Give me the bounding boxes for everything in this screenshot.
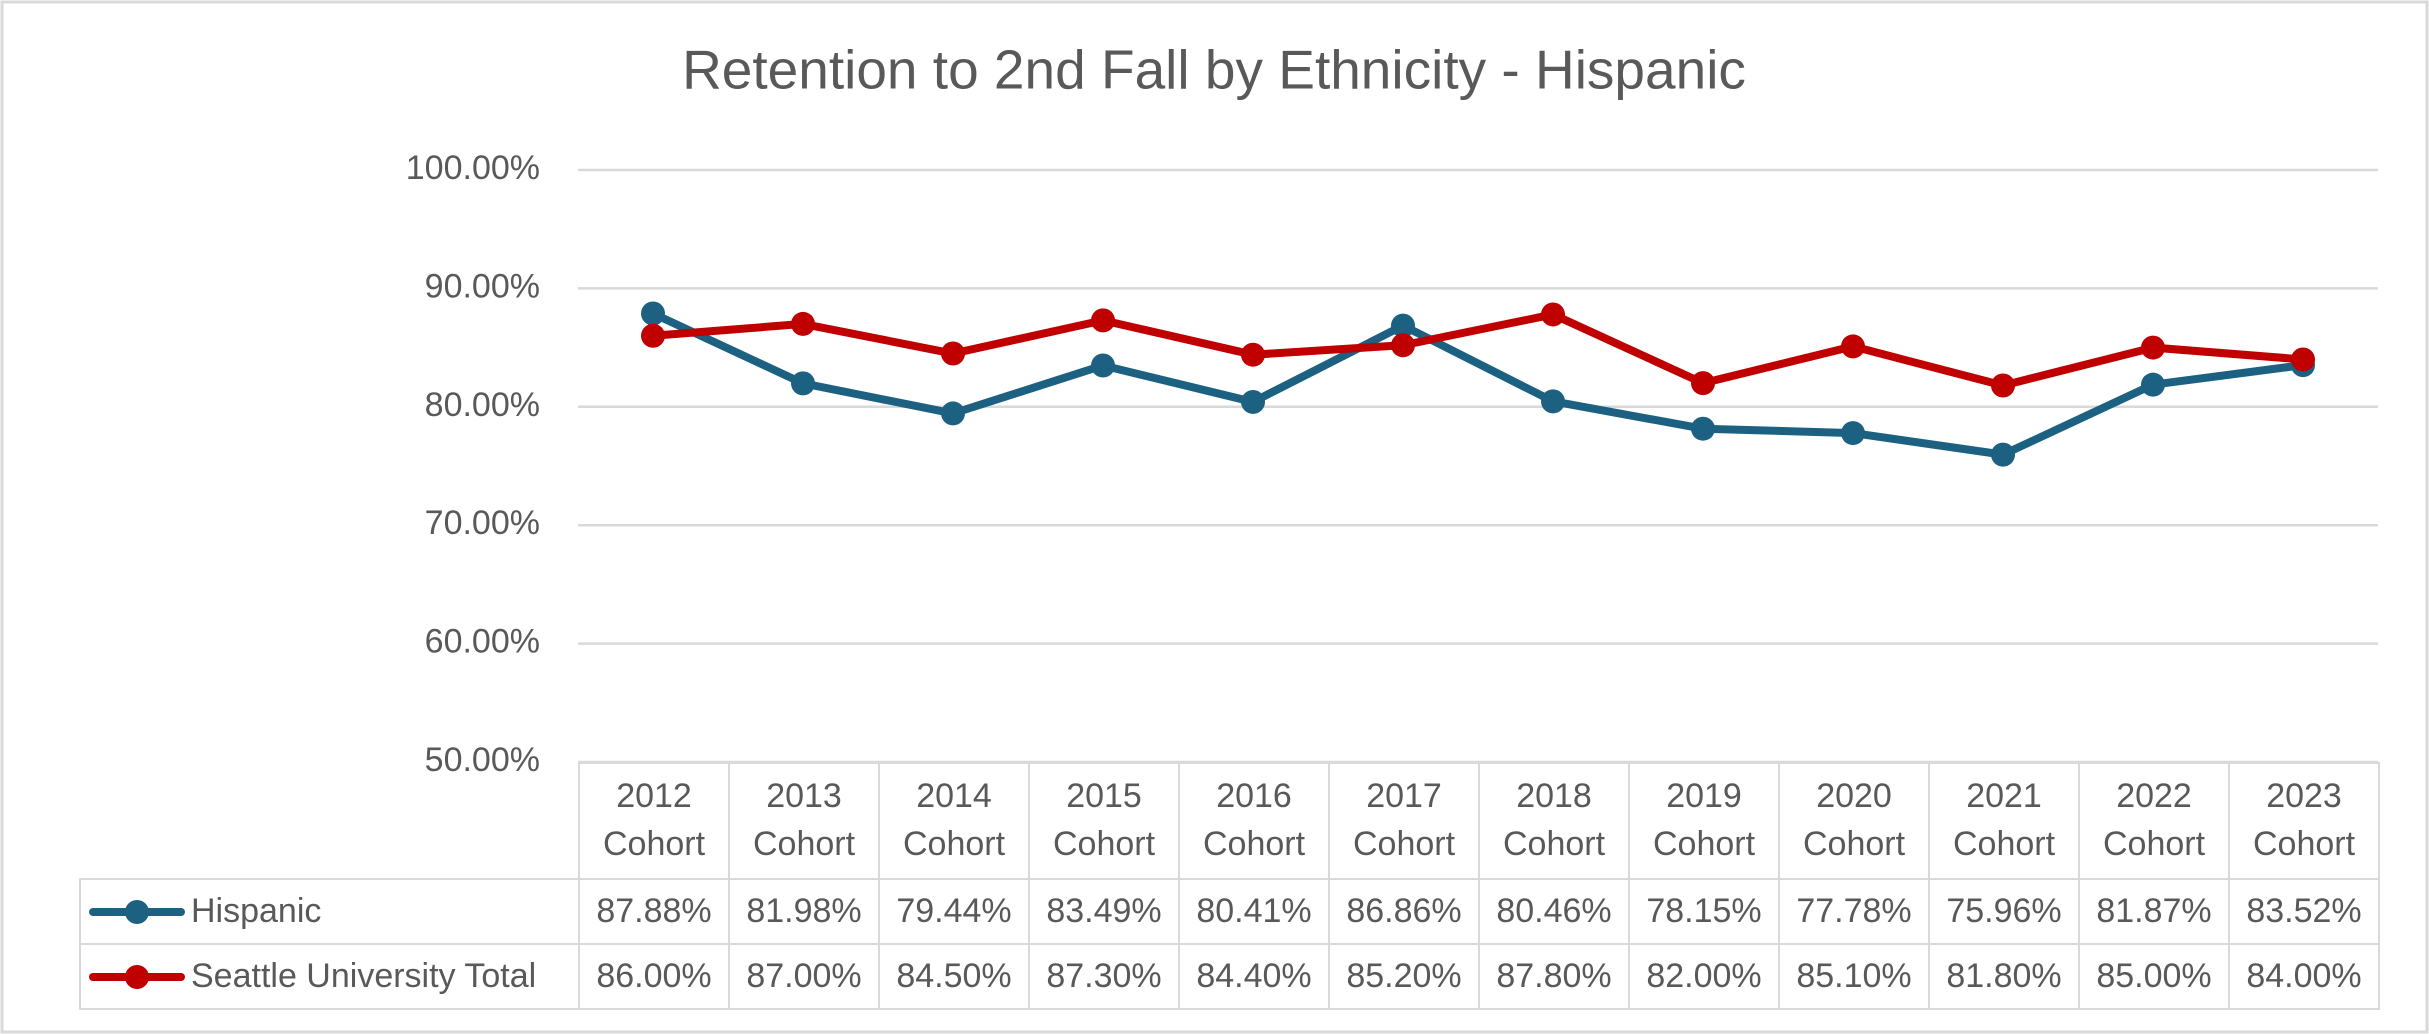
legend-marker [125,964,149,989]
data-label: 84.40% [1178,943,1330,1010]
x-tick-label: 2012 Cohort [578,762,730,880]
data-label: 75.96% [1928,878,2080,945]
y-tick-label: 60.00% [425,623,540,661]
x-tick-label: 2016 Cohort [1178,762,1330,880]
data-point [641,323,665,348]
data-point [1691,371,1715,396]
legend-symbol [89,899,185,924]
data-point [1391,313,1415,338]
data-label: 77.78% [1778,878,1930,945]
x-tick-label: 2013 Cohort [728,762,880,880]
data-label: 81.98% [728,878,880,945]
data-point [1691,416,1715,441]
data-label: 85.20% [1328,943,1480,1010]
data-label: 80.41% [1178,878,1330,945]
data-label: 87.30% [1028,943,1180,1010]
data-point [941,401,965,426]
data-label: 85.00% [2078,943,2230,1010]
data-point [1241,342,1265,367]
data-label: 81.80% [1928,943,2080,1010]
data-point [1241,389,1265,414]
data-point [1541,302,1565,327]
data-point [2141,335,2165,360]
data-point [1091,308,1115,333]
y-tick-label: 50.00% [425,741,540,779]
legend-label: Hispanic [191,891,322,930]
data-point [1391,333,1415,358]
y-tick-label: 100.00% [406,149,540,187]
x-tick-label: 2019 Cohort [1628,762,1780,880]
x-tick-label: 2015 Cohort [1028,762,1180,880]
data-label: 84.00% [2228,943,2380,1010]
x-tick-label: 2017 Cohort [1328,762,1480,880]
data-label: 87.88% [578,878,730,945]
legend-entry: Hispanic [79,878,580,945]
legend-marker [125,899,149,924]
data-point [791,371,815,396]
x-tick-label: 2020 Cohort [1778,762,1930,880]
data-point [791,311,815,336]
data-point [1991,373,2015,398]
x-tick-label: 2021 Cohort [1928,762,2080,880]
legend-entry: Seattle University Total [79,943,580,1010]
data-point [2141,372,2165,397]
data-point [1841,334,1865,359]
data-point [1541,389,1565,414]
data-label: 87.00% [728,943,880,1010]
data-label: 80.46% [1478,878,1630,945]
data-label: 81.87% [2078,878,2230,945]
data-label: 86.86% [1328,878,1480,945]
x-tick-label: 2018 Cohort [1478,762,1630,880]
data-label: 82.00% [1628,943,1780,1010]
chart-title: Retention to 2nd Fall by Ethnicity - His… [682,39,1746,101]
legend-label: Seattle University Total [191,956,537,995]
x-tick-label: 2022 Cohort [2078,762,2230,880]
legend-symbol [89,964,185,989]
data-point [2291,347,2315,372]
x-tick-label: 2014 Cohort [878,762,1030,880]
data-point [941,341,965,366]
data-label: 78.15% [1628,878,1780,945]
data-label: 87.80% [1478,943,1630,1010]
data-point [1091,353,1115,378]
x-tick-label: 2023 Cohort [2228,762,2380,880]
data-point [1841,421,1865,446]
data-label: 83.52% [2228,878,2380,945]
y-tick-label: 80.00% [425,386,540,424]
data-label: 85.10% [1778,943,1930,1010]
data-point [1991,442,2015,467]
series-line [651,309,2304,459]
data-label: 86.00% [578,943,730,1010]
data-label: 84.50% [878,943,1030,1010]
series-line [652,310,2304,390]
y-tick-label: 70.00% [425,504,540,542]
data-point [641,301,665,326]
data-label: 79.44% [878,878,1030,945]
data-label: 83.49% [1028,878,1180,945]
y-tick-label: 90.00% [425,267,540,305]
